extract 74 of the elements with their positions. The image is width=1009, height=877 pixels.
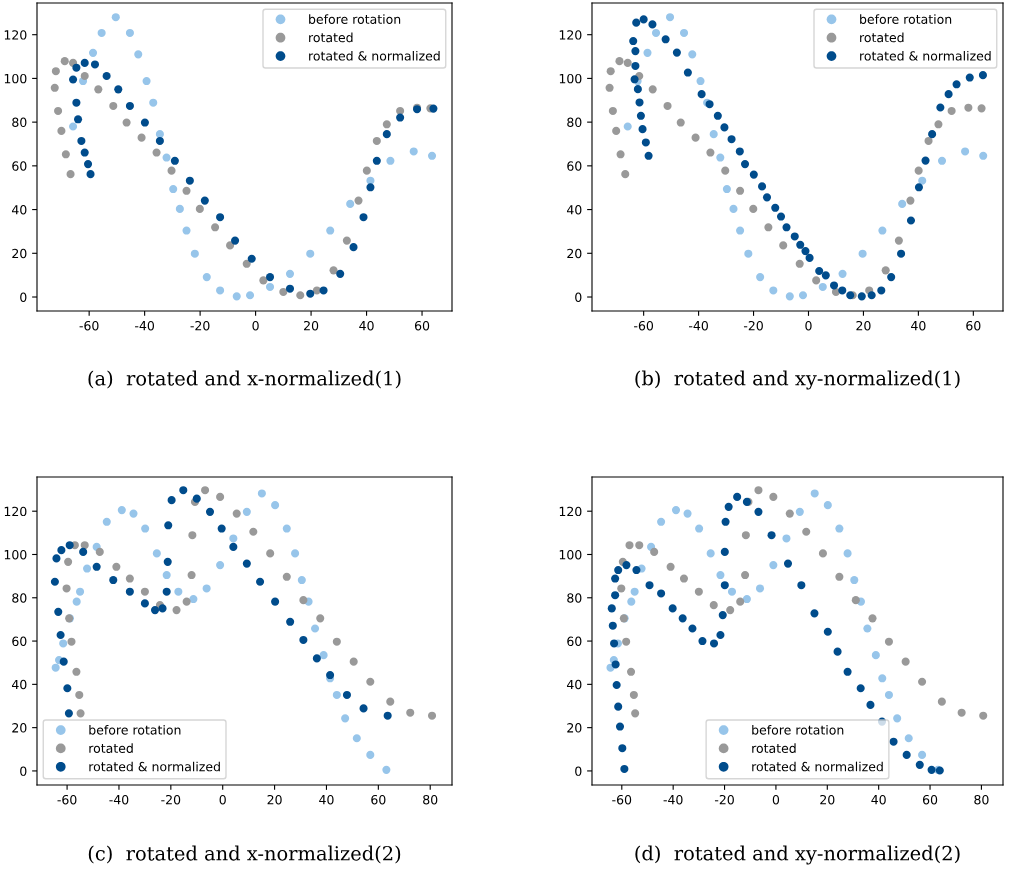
y-tick-label: 120 [4, 506, 27, 517]
y-tick-label: 20 [12, 723, 27, 733]
legend-label: rotated & normalized [309, 50, 440, 61]
legend-label: before rotation [752, 724, 844, 735]
y-tick-label: 0 [20, 766, 27, 776]
y-tick-label: 100 [4, 73, 27, 84]
y-tick-label: 0 [575, 292, 582, 302]
x-tick-label: 40 [871, 794, 886, 805]
y-tick-label: 40 [566, 205, 582, 215]
legend-label: rotated [309, 32, 353, 43]
y-tick-label: 120 [559, 506, 582, 517]
y-tick-label: 0 [575, 766, 582, 776]
y-tick-label: 20 [567, 248, 582, 259]
y-tick-label: 120 [559, 30, 582, 40]
y-tick-label: 60 [12, 636, 27, 646]
legend-label: rotated & normalized [860, 50, 991, 61]
y-tick-label: 40 [11, 205, 27, 215]
x-tick-label: 0 [805, 320, 812, 331]
x-tick-label: -40 [689, 320, 708, 331]
text: (a) rotated and x-normalized(1) [88, 370, 401, 389]
x-tick-label: 40 [319, 794, 334, 805]
y-tick-label: 60 [12, 161, 27, 171]
x-tick-label: 80 [423, 794, 438, 805]
y-tick-label: 100 [559, 73, 582, 84]
x-tick-label: 60 [922, 794, 938, 805]
x-tick-label: 20 [820, 794, 835, 805]
x-tick-label: 0 [772, 794, 780, 805]
y-tick-label: 20 [12, 248, 27, 259]
y-tick-label: 40 [566, 679, 582, 690]
legend-label: before rotation [309, 14, 401, 24]
text: (d) rotated and xy-normalized(2) [635, 845, 960, 865]
x-tick-label: 60 [371, 794, 386, 805]
x-tick-label: -20 [714, 794, 734, 805]
x-tick-label: -20 [743, 320, 763, 331]
legend-label: rotated [860, 32, 904, 43]
x-tick-label: -40 [109, 794, 129, 805]
x-tick-label: 40 [911, 320, 926, 331]
y-tick-label: 80 [12, 117, 27, 128]
x-tick-label: 20 [304, 320, 319, 331]
legend-label: before rotation [89, 724, 181, 735]
y-tick-label: 80 [567, 117, 582, 128]
x-tick-label: 0 [219, 794, 226, 805]
legend-label: rotated & normalized [752, 761, 883, 772]
x-tick-label: -20 [161, 794, 181, 805]
y-tick-label: 40 [11, 679, 27, 690]
y-tick-label: 0 [20, 292, 27, 302]
x-tick-label: -40 [663, 794, 683, 805]
y-tick-label: 60 [567, 161, 582, 171]
y-tick-label: 100 [4, 549, 27, 560]
x-tick-label: 20 [267, 794, 282, 805]
x-tick-label: 20 [856, 320, 871, 331]
x-tick-label: -20 [190, 320, 210, 331]
x-tick-label: 60 [966, 320, 981, 331]
legend-label: before rotation [860, 14, 952, 24]
legend-label: rotated & normalized [89, 761, 220, 772]
x-tick-label: 80 [974, 794, 989, 805]
x-tick-label: -40 [135, 320, 155, 331]
x-tick-label: 40 [359, 320, 374, 331]
y-tick-label: 120 [4, 30, 27, 40]
y-tick-label: 20 [567, 723, 582, 733]
x-tick-label: 60 [414, 320, 430, 331]
text: (b) rotated and xy-normalized(1) [635, 370, 960, 390]
legend-label: rotated [752, 743, 796, 753]
x-tick-label: -60 [57, 794, 77, 805]
legend-label: rotated [89, 743, 133, 753]
x-tick-label: -60 [634, 320, 654, 331]
x-tick-label: -60 [612, 794, 632, 805]
y-tick-label: 60 [567, 636, 582, 646]
y-tick-label: 80 [12, 593, 27, 603]
x-tick-label: -60 [79, 320, 99, 331]
x-tick-label: 0 [252, 320, 259, 331]
y-tick-label: 80 [567, 593, 582, 603]
text: (c) rotated and x-normalized(2) [88, 845, 401, 864]
y-tick-label: 100 [559, 549, 582, 560]
